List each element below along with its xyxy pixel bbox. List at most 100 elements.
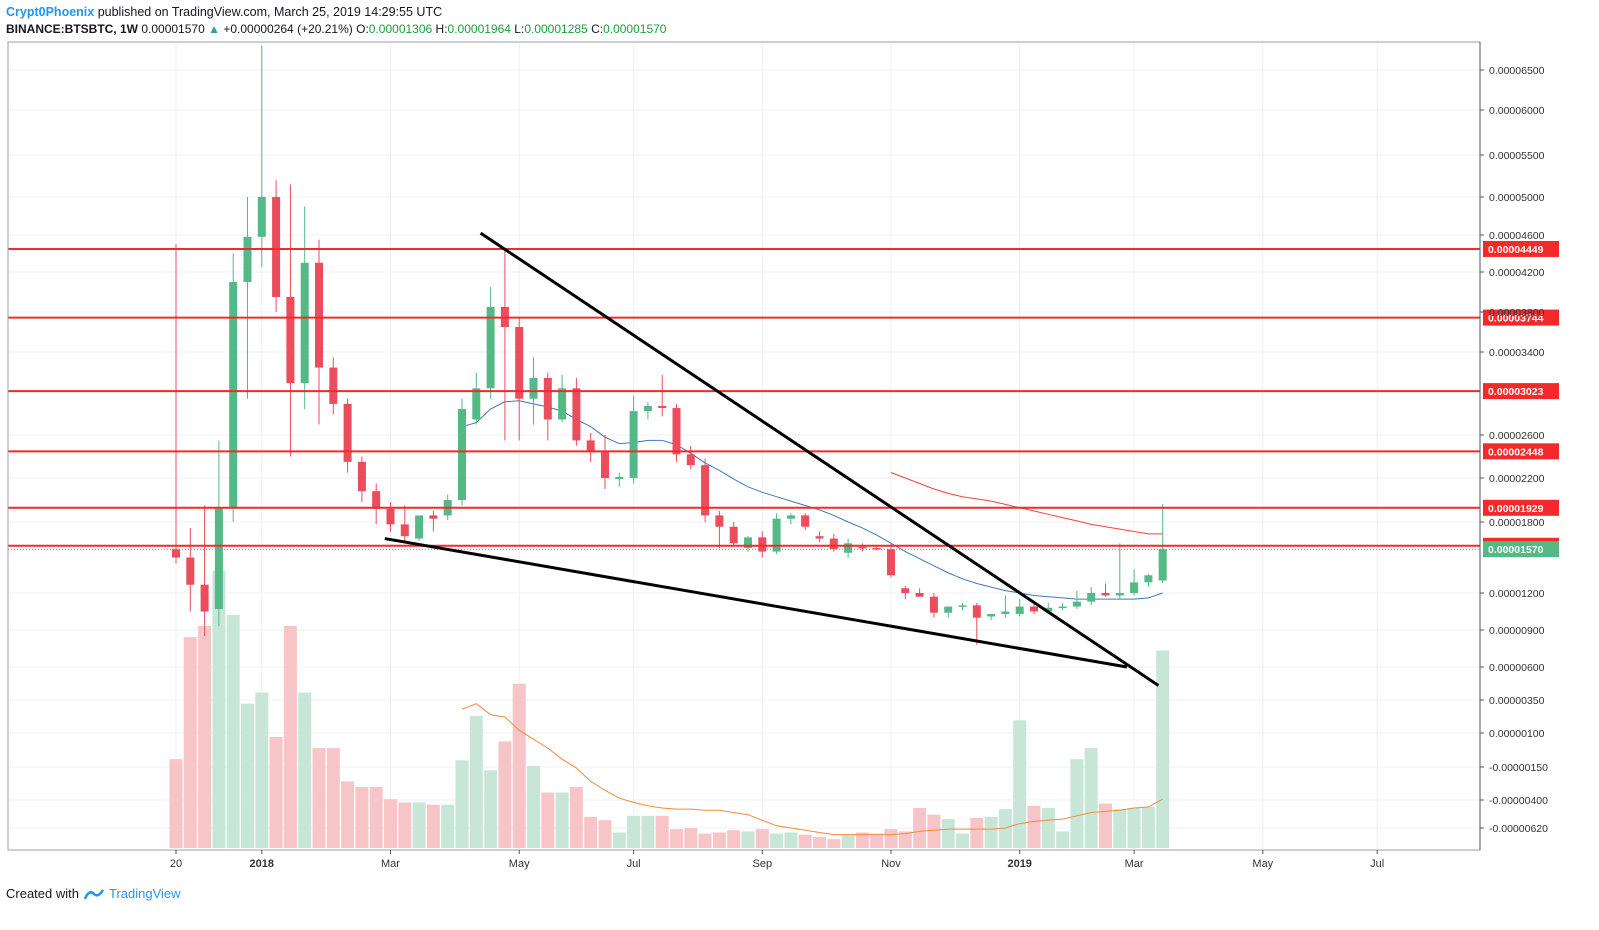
candle-body bbox=[558, 388, 567, 420]
level-tag-label: 0.00001929 bbox=[1488, 503, 1544, 515]
candle-body bbox=[1030, 606, 1038, 612]
candle-body bbox=[944, 606, 953, 613]
level-tag bbox=[1483, 309, 1559, 326]
volume-bar bbox=[670, 829, 683, 848]
level-tag bbox=[1483, 499, 1559, 516]
candle-body bbox=[529, 377, 538, 399]
price-tick-label: 0.00003400 bbox=[1489, 347, 1545, 359]
candle-body bbox=[458, 409, 466, 500]
volume-bar bbox=[1127, 808, 1141, 848]
price-tick-label: -0.00000620 bbox=[1489, 823, 1548, 835]
time-tick-label: Mar bbox=[1125, 858, 1144, 870]
volume-bar bbox=[1141, 806, 1155, 848]
candle-body bbox=[758, 537, 767, 552]
volume-bar bbox=[198, 626, 212, 848]
candle-body bbox=[200, 584, 209, 612]
price-tick-label: 0.00004600 bbox=[1489, 230, 1545, 242]
candle-body bbox=[844, 543, 853, 553]
candle-body bbox=[729, 526, 738, 544]
price-tick-label: 0.00001800 bbox=[1489, 517, 1545, 529]
volume-bar bbox=[627, 815, 641, 848]
candle-body bbox=[1087, 593, 1096, 602]
candle-body bbox=[901, 588, 910, 593]
ohlc-legend: BINANCE:BTSBTC, 1W 0.00001570 ▲ +0.00000… bbox=[6, 22, 666, 36]
volume-bar bbox=[212, 570, 226, 848]
candles bbox=[172, 46, 1167, 645]
volume-bar bbox=[355, 786, 369, 848]
volume-bar bbox=[798, 834, 812, 848]
candle-body bbox=[257, 197, 266, 237]
volume-bar bbox=[326, 748, 340, 848]
price-tick-label: 0.00005000 bbox=[1489, 192, 1545, 204]
candle-body bbox=[701, 465, 710, 516]
candle-body bbox=[686, 454, 695, 466]
volume-bar bbox=[641, 815, 655, 848]
price-tick-label: 0.00004200 bbox=[1489, 267, 1545, 279]
long-ma-line bbox=[890, 472, 1163, 535]
volume-bar bbox=[870, 833, 884, 848]
level-tag-label: 0.00003744 bbox=[1488, 313, 1544, 325]
volume-bar bbox=[241, 703, 254, 848]
price-tick-label: 0.00005500 bbox=[1489, 150, 1545, 162]
volume-bar bbox=[598, 820, 612, 848]
volume-bar bbox=[855, 832, 869, 848]
candle-body bbox=[1115, 593, 1124, 596]
last-price-tag bbox=[1483, 541, 1559, 558]
volume-bar bbox=[426, 804, 440, 848]
candle-body bbox=[744, 537, 752, 549]
horizontal-levels[interactable]: 0.00004449 0.00003744 0.00003023 0.00002448… bbox=[8, 240, 1559, 558]
candle-body bbox=[486, 307, 495, 389]
trend-lines[interactable] bbox=[384, 231, 1160, 687]
candle-body bbox=[1015, 606, 1024, 614]
volume-bar bbox=[298, 692, 312, 848]
trend-line bbox=[479, 231, 1160, 687]
volume-bar bbox=[1084, 748, 1098, 848]
time-tick-label: Mar bbox=[381, 858, 400, 870]
price-tick-label: 0.00000900 bbox=[1489, 625, 1545, 637]
volume-bar bbox=[755, 829, 769, 848]
price-tick-label: -0.00000150 bbox=[1489, 762, 1548, 774]
time-tick-label: Sep bbox=[753, 858, 773, 870]
low-label: L: bbox=[514, 22, 525, 36]
axes: 0.00006500 0.00006000 0.00005500 0.00005000… bbox=[7, 41, 1548, 870]
candle-body bbox=[1001, 611, 1010, 614]
volume-bar bbox=[770, 833, 784, 848]
candle-body bbox=[286, 297, 295, 384]
volume-bar bbox=[469, 715, 483, 848]
volume-bar bbox=[255, 692, 269, 848]
candle-body bbox=[601, 451, 609, 478]
candle-body bbox=[1058, 606, 1067, 609]
volume-bar bbox=[1013, 720, 1027, 848]
candle-body bbox=[772, 518, 781, 552]
candle-body bbox=[1101, 593, 1110, 596]
level-tag bbox=[1483, 443, 1559, 460]
price-tick-label: 0.00002200 bbox=[1489, 473, 1545, 485]
volume-bar bbox=[841, 834, 855, 848]
candle-body bbox=[415, 515, 424, 539]
volume-bar bbox=[727, 830, 741, 848]
symbol-label: BINANCE:BTSBTC, 1W bbox=[6, 22, 138, 36]
candle-body bbox=[172, 549, 180, 558]
volume-bar bbox=[384, 799, 397, 848]
candle-body bbox=[357, 461, 366, 492]
tradingview-brand[interactable]: TradingView bbox=[108, 886, 181, 901]
volume-bars bbox=[169, 570, 1170, 848]
time-tick-label: 2018 bbox=[250, 858, 274, 870]
price-tick-label: 0.00006000 bbox=[1489, 105, 1545, 117]
candle-body bbox=[214, 507, 223, 610]
volume-bar bbox=[283, 626, 297, 848]
price-tick-label: 0.00002600 bbox=[1489, 430, 1545, 442]
candle-body bbox=[972, 605, 981, 618]
candle-body bbox=[572, 388, 581, 441]
volume-bar bbox=[369, 786, 383, 848]
trend-line bbox=[384, 537, 1128, 669]
level-tag bbox=[1483, 383, 1559, 400]
author-name[interactable]: Crypt0Phoenix bbox=[6, 5, 95, 19]
volume-ma-line bbox=[461, 703, 1163, 836]
volume-bar bbox=[813, 836, 826, 848]
candle-body bbox=[1158, 549, 1167, 581]
triangle-up-icon: ▲ bbox=[208, 22, 220, 36]
volume-bar bbox=[927, 814, 941, 848]
created-with-text: Created with bbox=[6, 886, 79, 901]
